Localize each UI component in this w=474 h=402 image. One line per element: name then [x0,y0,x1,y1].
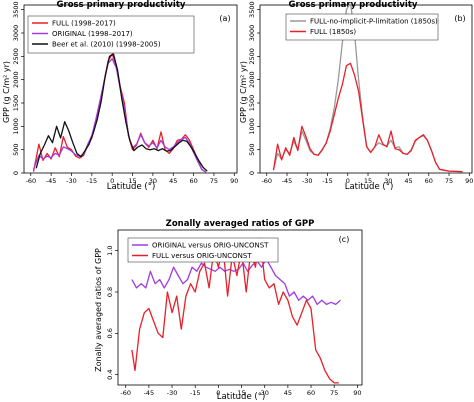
legend-entry: Beer et al. (2010) (1998–2005) [52,41,161,49]
x-tick-label: 0 [110,177,114,185]
y-tick-label: 0 [12,171,20,175]
chart-title: Zonally averaged ratios of GPP [166,219,315,229]
y-tick-label: 0 [248,171,256,175]
legend-box [27,15,195,54]
y-tick-label: 0.8 [106,287,114,297]
x-tick-label: 15 [364,177,372,185]
y-tick-label: 1500 [248,95,256,112]
y-tick-label: 1.0 [106,245,114,255]
y-tick-label: 0.4 [106,369,114,379]
y-tick-label: 2500 [248,48,256,65]
x-tick-label: 15 [237,389,245,397]
y-tick-label: 2000 [12,71,20,88]
x-tick-label: 75 [210,177,218,185]
x-tick-label: -60 [261,177,272,185]
legend-box [285,13,439,41]
series-line-3 [35,53,208,172]
y-tick-label: 3500 [248,1,256,18]
x-tick-label: -45 [282,177,293,185]
y-tick-label: 2000 [248,71,256,88]
x-tick-label: -15 [322,177,333,185]
series-line-2 [272,62,463,173]
x-tick-label: 75 [445,177,453,185]
x-tick-label: 45 [169,177,177,185]
x-tick-label: 60 [189,177,197,185]
x-tick-label: 30 [149,177,157,185]
plot-frame [259,4,473,174]
chart-panel-a: Gross primary productivity-60 -45 -30 -15 0 1… [2,0,238,192]
y-tick-label: 1500 [12,95,20,112]
x-tick-label: -30 [167,389,178,397]
legend-entry: FULL (1850s) [310,28,356,36]
x-tick-label: 0 [346,177,350,185]
y-tick-label: 1000 [12,118,20,135]
legend-entry: ORIGINAL versus ORIG-UNCONST [152,242,269,250]
series-line-2 [32,58,207,173]
chart-panel-c: Zonally averaged ratios of GPP -60 -45 -30 -… [94,219,363,402]
y-axis-label: Zonally averaged ratios of GPP [94,248,103,372]
panel-label: (b) [454,14,465,23]
x-tick-label: 30 [384,177,392,185]
x-tick-label: 60 [425,177,433,185]
series-line-1 [131,258,341,306]
x-tick-label: -15 [190,389,201,397]
x-axis-label: Latitude (°) [345,182,394,192]
y-tick-label: 500 [248,143,256,155]
x-tick-label: 75 [330,389,338,397]
panel-label: (a) [219,14,230,23]
y-tick-label: 1000 [248,118,256,135]
chart-panel-b: Gross primary productivity-60 -45 -30 -15 0 1… [239,0,473,192]
x-axis-label: Latitude (°) [217,392,266,402]
x-tick-label: -45 [144,389,155,397]
y-tick-label: 2500 [12,48,20,65]
y-tick-label: 3000 [12,25,20,42]
y-tick-label: 3000 [248,25,256,42]
x-tick-label: 90 [465,177,473,185]
x-tick-label: 90 [230,177,238,185]
x-tick-label: -60 [120,389,131,397]
series-line-2 [131,237,339,384]
x-tick-label: 90 [353,389,361,397]
legend-entry: FULL-no-implicit-P-limitation (1850s) [310,18,438,26]
legend-entry: ORIGINAL (1998–2017) [52,30,133,38]
x-tick-label: 60 [307,389,315,397]
y-tick-label: 3500 [12,1,20,18]
x-tick-label: -15 [87,177,98,185]
y-axis-label: GPP (g C/m² yr) [239,61,248,123]
x-tick-label: -30 [66,177,77,185]
x-tick-label: -30 [302,177,313,185]
y-tick-label: 500 [12,143,20,155]
legend-box [127,237,279,263]
plot-frame [117,229,363,386]
panel-label: (c) [339,235,350,244]
x-tick-label: 30 [261,389,269,397]
x-tick-label: -45 [46,177,57,185]
x-tick-label: 0 [216,389,220,397]
legend-entry: FULL versus ORIG-UNCONST [152,252,252,260]
x-tick-label: 15 [128,177,136,185]
y-tick-label: 0.6 [106,328,114,338]
legend-entry: FULL (1998–2017) [52,20,116,28]
x-tick-label: -60 [25,177,36,185]
x-axis-label: Latitude (°) [107,182,156,192]
x-tick-label: 45 [404,177,412,185]
y-axis-label: GPP (g C/m² yr) [2,61,11,123]
x-tick-label: 45 [284,389,292,397]
plot-frame [23,4,238,174]
